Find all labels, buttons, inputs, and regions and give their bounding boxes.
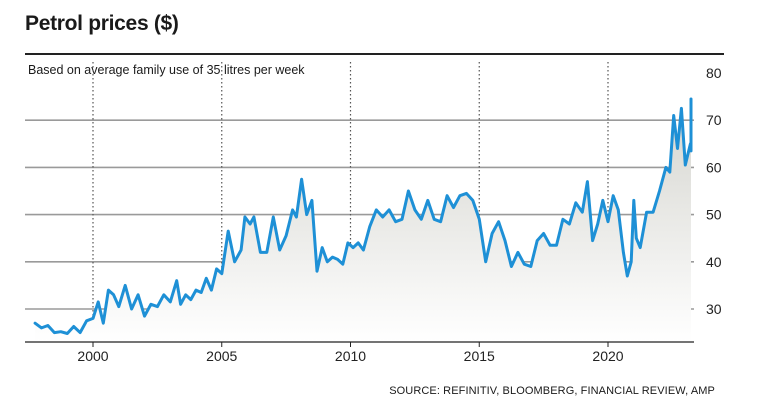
y-tick-label: 70 <box>706 112 722 128</box>
chart-title: Petrol prices ($) <box>25 12 179 35</box>
tick-layer: 30 40 50 60 70 80 2000 2005 2010 2015 2020 <box>77 65 721 364</box>
x-tick-label: 2005 <box>206 348 237 364</box>
series-line <box>33 97 693 335</box>
y-tick-label: 60 <box>706 159 722 175</box>
x-tick-label: 2015 <box>464 348 495 364</box>
area-fill <box>35 99 692 342</box>
y-tick-label: 50 <box>706 207 722 223</box>
x-tick-label: 2020 <box>592 348 623 364</box>
title-rule <box>25 53 724 55</box>
y-tick-label: 40 <box>706 254 722 270</box>
x-tick-label: 2010 <box>335 348 366 364</box>
source-note: SOURCE: REFINITIV, BLOOMBERG, FINANCIAL … <box>389 385 715 397</box>
chart-subtitle: Based on average family use of 35 litres… <box>28 63 305 77</box>
x-tick-label: 2000 <box>77 348 108 364</box>
y-tick-label: 30 <box>706 301 722 317</box>
y-tick-label: 80 <box>706 65 722 81</box>
